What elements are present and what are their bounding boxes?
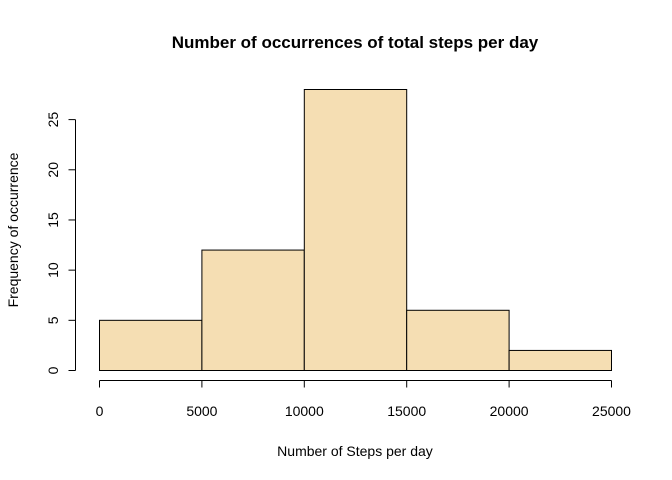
x-tick-label-1: 5000 [186, 403, 217, 419]
y-tick-label-0: 0 [45, 366, 61, 374]
histogram-bar-2 [303, 89, 408, 371]
y-axis-label: Frequency of occurrence [5, 152, 21, 307]
y-tick-label-2: 10 [45, 262, 61, 278]
x-tick-label-4: 20000 [490, 403, 529, 419]
x-tick-label-2: 10000 [285, 403, 324, 419]
y-axis: 0 5 10 15 20 25 [45, 112, 76, 374]
chart-title: Number of occurrences of total steps per… [172, 33, 539, 52]
histogram-bar-1 [201, 249, 305, 371]
x-tick-label-0: 0 [96, 403, 104, 419]
x-axis-label: Number of Steps per day [277, 443, 433, 459]
y-tick-label-4: 20 [45, 162, 61, 178]
bars-group [99, 89, 613, 372]
y-tick-label-3: 15 [45, 212, 61, 228]
y-tick-label-1: 5 [45, 316, 61, 324]
x-axis: 0 5000 10000 15000 20000 25000 [96, 380, 631, 419]
histogram-bar-3 [406, 309, 510, 371]
histogram-bar-4 [508, 349, 613, 371]
x-tick-label-5: 25000 [592, 403, 631, 419]
y-tick-label-5: 25 [45, 112, 61, 128]
histogram-bar-0 [99, 319, 203, 372]
x-tick-label-3: 15000 [387, 403, 426, 419]
